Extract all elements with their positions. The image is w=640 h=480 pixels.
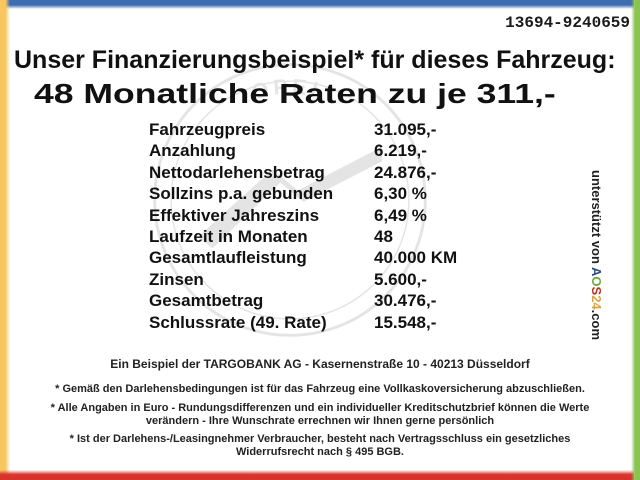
svg-text:OPEL: OPEL (249, 74, 331, 104)
